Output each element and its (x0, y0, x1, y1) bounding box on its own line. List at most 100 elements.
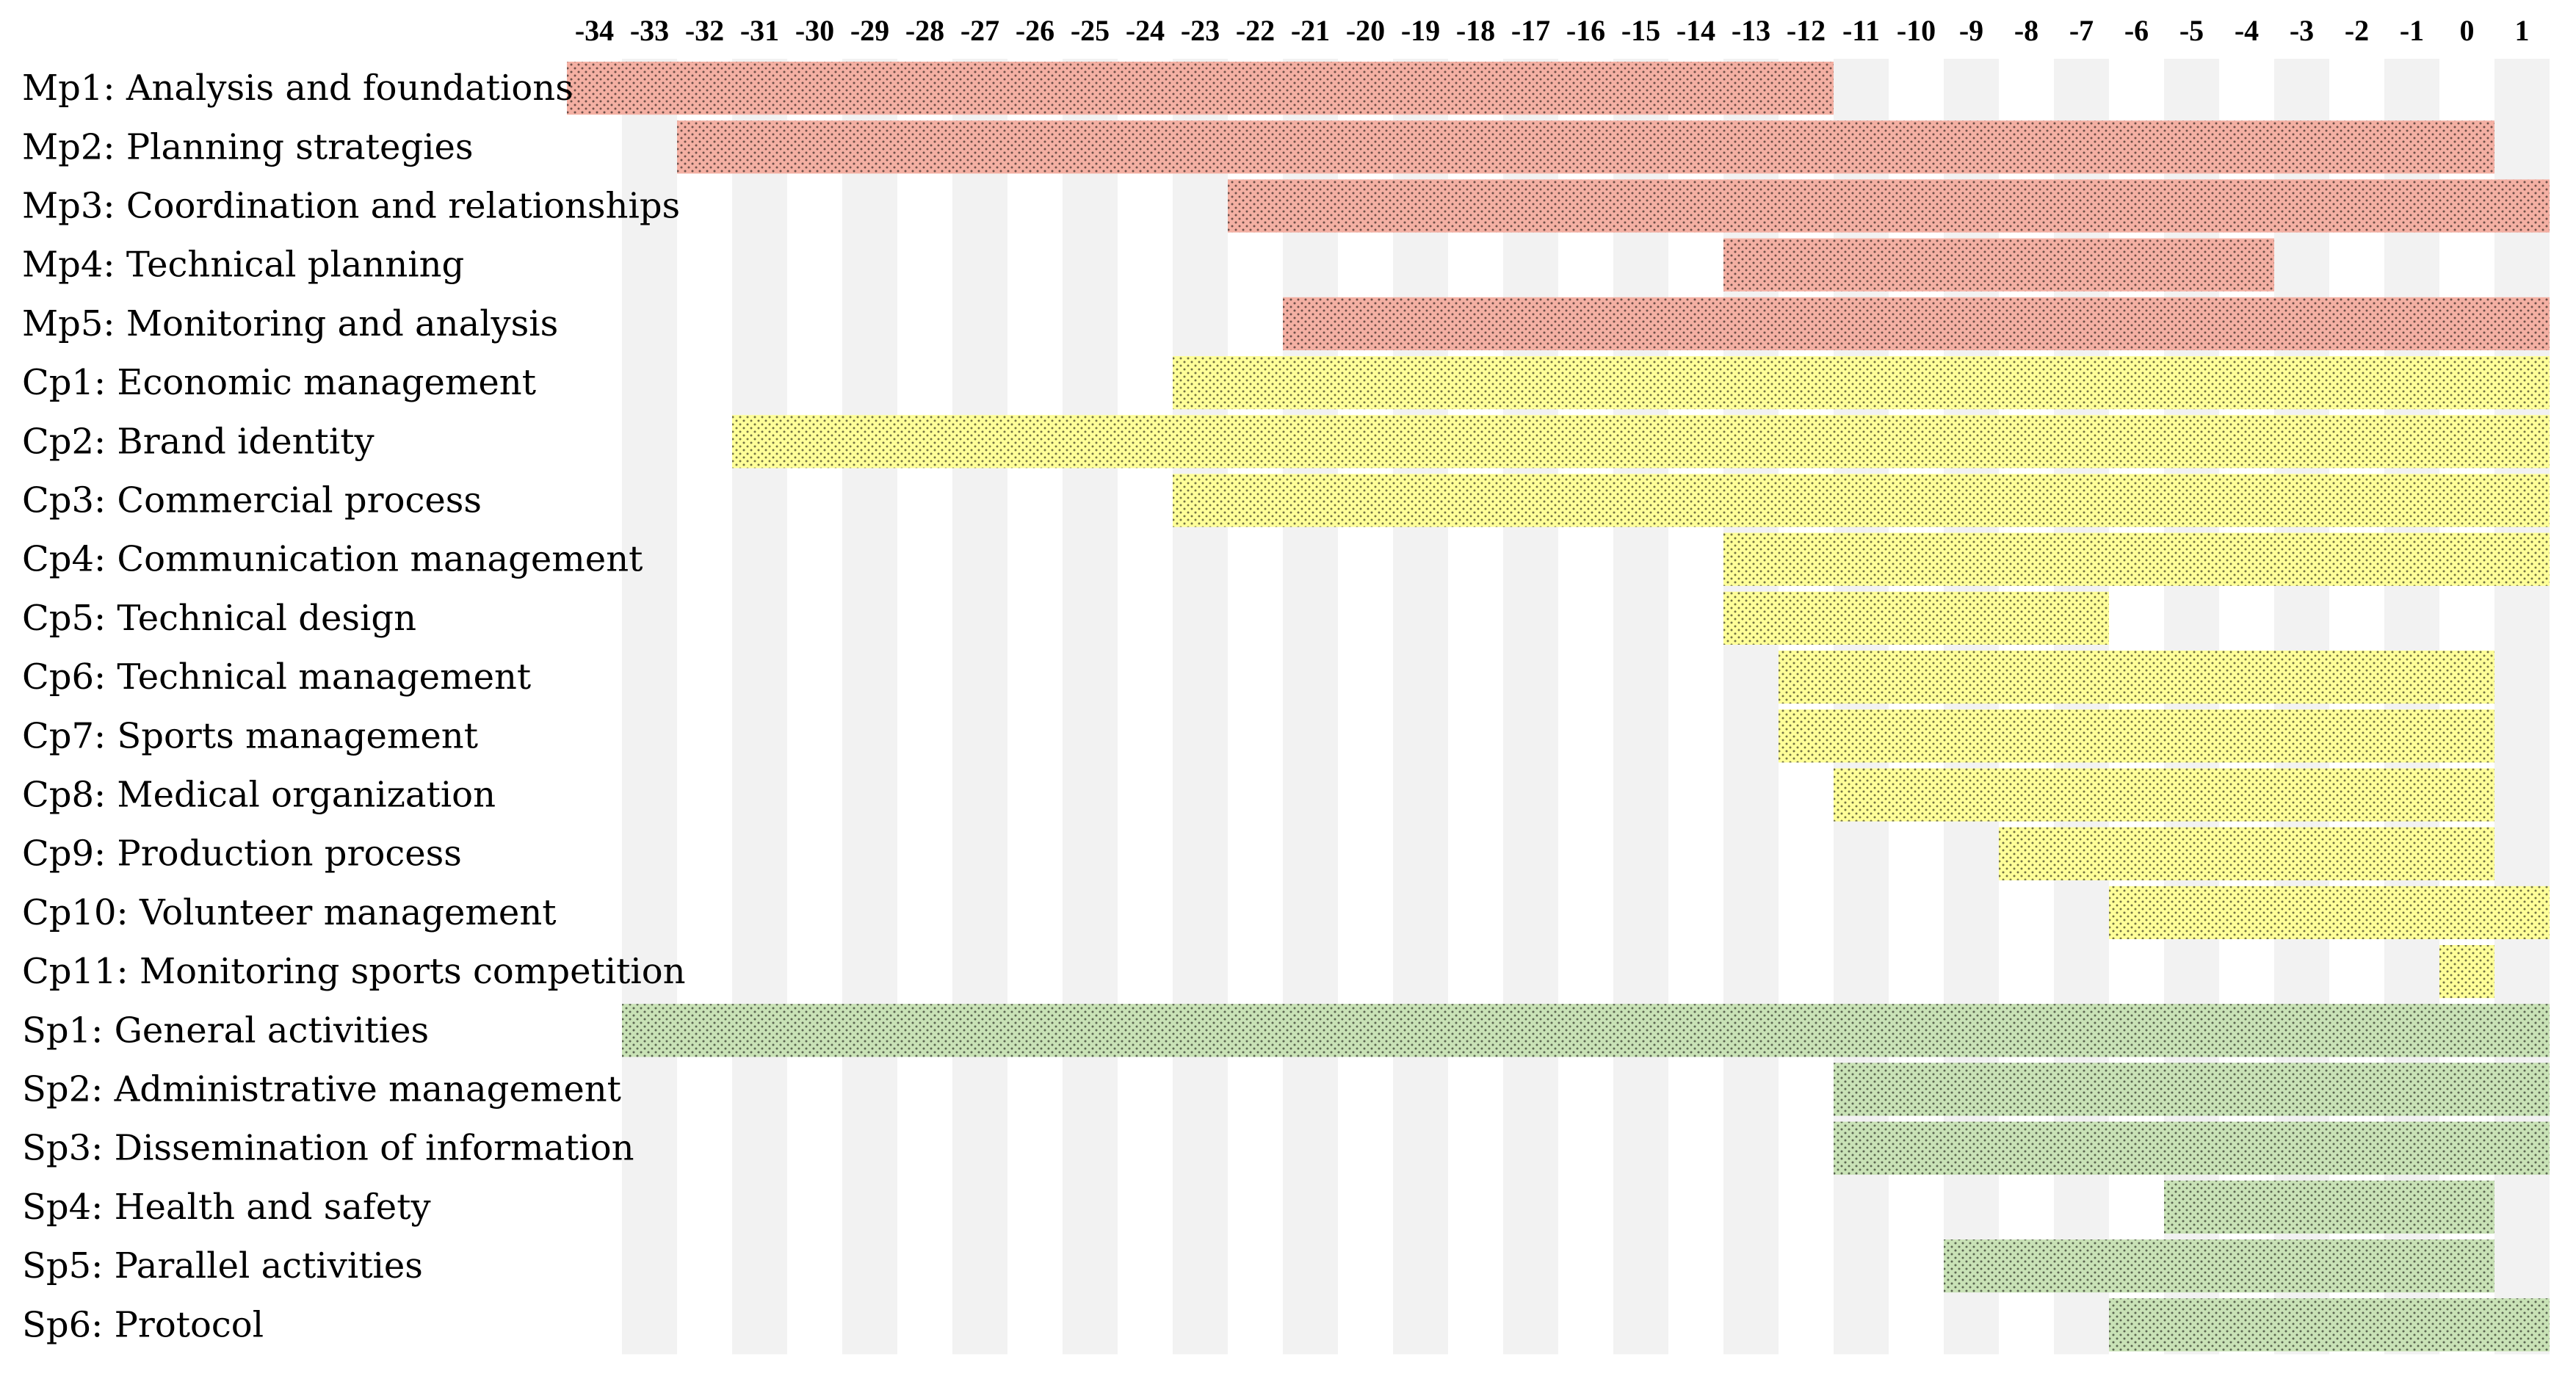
grid-column (677, 59, 732, 1355)
task-label: Mp3: Coordination and relationships (22, 186, 680, 227)
task-bar-texture (1283, 297, 2550, 350)
task-bar (2439, 945, 2494, 999)
task-label: Sp3: Dissemination of information (22, 1128, 634, 1169)
x-tick-label: -34 (575, 14, 614, 47)
task-label: Sp5: Parallel activities (22, 1245, 423, 1286)
task-bar-texture (1834, 768, 2494, 822)
x-tick-label: -29 (850, 14, 889, 47)
x-tick-label: -19 (1401, 14, 1440, 47)
task-label: Cp3: Commercial process (22, 480, 482, 521)
grid-column (787, 59, 842, 1355)
x-tick-label: -15 (1621, 14, 1660, 47)
x-tick-label: -12 (1787, 14, 1826, 47)
x-tick-label: -18 (1456, 14, 1495, 47)
task-bar-texture (622, 1004, 2550, 1057)
task-label: Mp1: Analysis and foundations (22, 68, 574, 109)
task-label: Mp5: Monitoring and analysis (22, 303, 558, 344)
task-label: Cp6: Technical management (22, 656, 531, 698)
x-tick-label: -22 (1236, 14, 1275, 47)
task-bar (677, 120, 2494, 174)
task-label: Cp9: Production process (22, 833, 462, 875)
task-labels: Mp1: Analysis and foundations Mp2: Planni… (22, 68, 686, 1345)
task-label: Cp8: Medical organization (22, 775, 496, 816)
task-bar (1834, 1063, 2550, 1116)
x-tick-label: -32 (685, 14, 724, 47)
task-bar-texture (1723, 591, 2109, 645)
task-bars (567, 62, 2550, 1352)
task-label: Cp7: Sports management (22, 715, 478, 756)
grid-column (952, 59, 1007, 1355)
grid-column (897, 59, 952, 1355)
task-label: Sp4: Health and safety (22, 1187, 431, 1228)
task-bar-texture (1834, 1121, 2550, 1175)
task-bar (1834, 1121, 2550, 1175)
x-tick-label: -31 (740, 14, 779, 47)
x-axis-ticks: -34 -33 -32 -31 -30 -29 -28 -27 -26 -25 -24 -23 -22-… (575, 14, 2530, 47)
x-tick-label: -21 (1291, 14, 1330, 47)
x-tick-label: -28 (905, 14, 944, 47)
x-tick-label: -5 (2179, 14, 2204, 47)
task-bar (1723, 591, 2109, 645)
task-label: Cp2: Brand identity (22, 421, 375, 462)
task-bar (2164, 1180, 2494, 1234)
x-tick-label: -11 (1842, 14, 1880, 47)
task-label: Cp4: Communication management (22, 539, 643, 580)
task-bar (1228, 179, 2550, 233)
x-tick-label: -26 (1016, 14, 1054, 47)
grid-column (1613, 59, 1668, 1355)
task-bar (732, 415, 2550, 468)
grid-column (622, 59, 677, 1355)
task-bar (1173, 474, 2550, 527)
x-tick-label: -17 (1511, 14, 1550, 47)
task-bar-texture (1173, 474, 2550, 527)
task-label: Cp10: Volunteer management (22, 892, 557, 933)
x-tick-label: -7 (2069, 14, 2094, 47)
task-bar (1723, 532, 2550, 586)
task-bar-texture (1228, 179, 2550, 233)
task-bar-texture (1779, 709, 2494, 763)
task-label: Cp1: Economic management (22, 362, 536, 403)
grid-column (1448, 59, 1503, 1355)
task-bar (1173, 356, 2550, 410)
task-label: Cp11: Monitoring sports competition (22, 951, 686, 992)
grid-column (1393, 59, 1448, 1355)
x-tick-label: -10 (1897, 14, 1936, 47)
x-tick-label: -24 (1126, 14, 1165, 47)
grid-column (1668, 59, 1723, 1355)
task-bar-texture (1999, 827, 2494, 880)
grid-column (842, 59, 897, 1355)
task-bar (567, 62, 1834, 115)
task-bar (1723, 238, 2274, 292)
grid-column (1118, 59, 1173, 1355)
task-bar-texture (2439, 945, 2494, 999)
x-tick-label: -6 (2124, 14, 2149, 47)
task-bar-texture (677, 120, 2494, 174)
task-bar (1944, 1239, 2494, 1293)
grid-column (1173, 59, 1228, 1355)
grid-column (1063, 59, 1118, 1355)
task-bar (622, 1004, 2550, 1057)
x-tick-label: -4 (2235, 14, 2259, 47)
x-tick-label: -14 (1676, 14, 1715, 47)
x-tick-label: 0 (2460, 14, 2475, 47)
x-tick-label: 1 (2515, 14, 2530, 47)
task-bar (1779, 709, 2494, 763)
x-tick-label: -13 (1732, 14, 1770, 47)
x-tick-label: -20 (1346, 14, 1385, 47)
task-label: Mp2: Planning strategies (22, 126, 473, 167)
x-tick-label: -23 (1181, 14, 1220, 47)
task-label: Sp6: Protocol (22, 1304, 264, 1345)
x-tick-label: -30 (795, 14, 834, 47)
task-bar-texture (2164, 1180, 2494, 1234)
task-bar (1283, 297, 2550, 350)
task-bar-texture (1944, 1239, 2494, 1293)
grid-column (1283, 59, 1338, 1355)
task-bar-texture (567, 62, 1834, 115)
x-tick-label: -9 (1959, 14, 1983, 47)
x-tick-label: -25 (1071, 14, 1110, 47)
task-bar (1779, 651, 2494, 704)
grid-column (732, 59, 787, 1355)
grid-column (1558, 59, 1613, 1355)
x-tick-label: -3 (2290, 14, 2314, 47)
task-bar-texture (1834, 1063, 2550, 1116)
